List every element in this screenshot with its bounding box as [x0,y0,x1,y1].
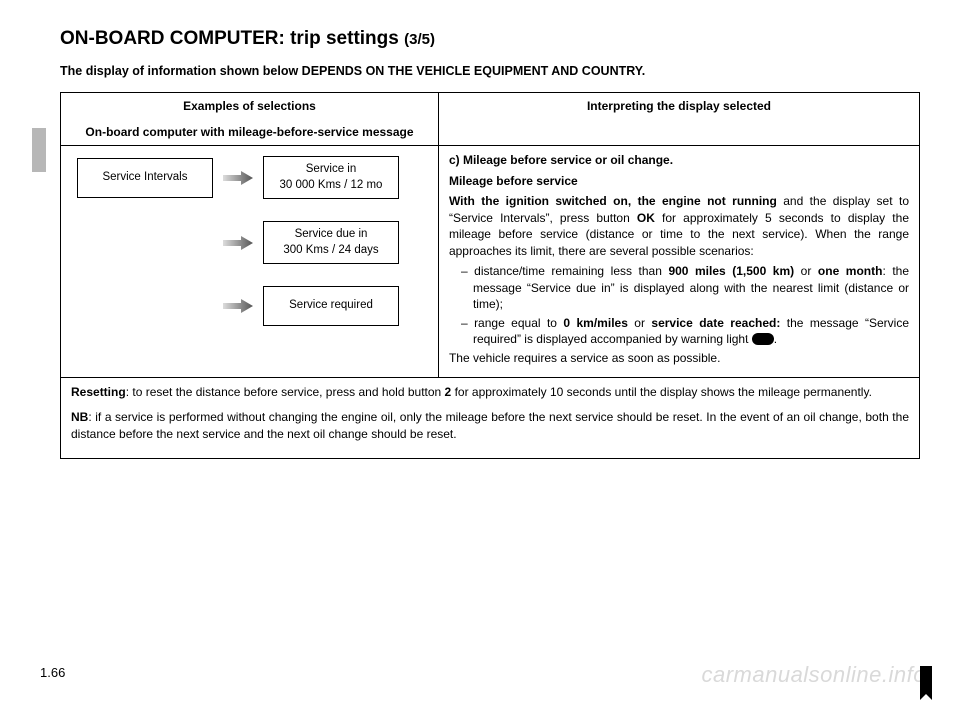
text: : to reset the distance before service, … [126,385,445,399]
text-bold: OK [637,211,655,225]
list-item: range equal to 0 km/miles or service dat… [461,315,909,348]
watermark: carmanualsonline.info [701,662,926,688]
box-service-due-in: Service due in 300 Kms / 24 days [263,221,399,264]
warning-light-icon [752,333,774,345]
interpretation-cell: c) Mileage before service or oil change.… [438,146,919,378]
footer-cell: Resetting: to reset the distance before … [61,377,920,458]
title-main: ON-BOARD COMPUTER: trip settings [60,28,404,49]
text: . [774,332,777,346]
header-onboard: On-board computer with mileage-before-se… [61,119,439,146]
arrow-icon [223,169,253,187]
text: or [628,316,652,330]
text: : if a service is performed without chan… [71,410,909,441]
page-number: 1.66 [40,665,65,680]
box-service-in: Service in 30 000 Kms / 12 mo [263,156,399,199]
box-line: 30 000 Kms / 12 mo [280,178,383,194]
display-examples-cell: Service Intervals Service in 30 000 Kms … [61,146,439,378]
page-title: ON-BOARD COMPUTER: trip settings (3/5) [60,28,920,50]
content-table: Examples of selections Interpreting the … [60,92,920,459]
text-bold: one month [818,264,883,278]
box-line: 300 Kms / 24 days [283,243,378,259]
text: or [794,264,818,278]
display-row-3: Service required [77,286,422,326]
box-service-required: Service required [263,286,399,326]
bookmark-icon [920,666,932,694]
body-paragraph: The vehicle requires a service as soon a… [449,350,909,367]
text-bold: service date reached: [651,316,780,330]
title-page-indicator: (3/5) [404,31,435,48]
page-subtitle: The display of information shown below D… [60,64,920,78]
arrow-icon [223,297,253,315]
header-examples: Examples of selections [61,93,439,120]
text-bold: NB [71,410,88,424]
box-line: Service in [306,162,357,178]
header-interpreting: Interpreting the display selected [438,93,919,146]
scenario-list: distance/time remaining less than 900 mi… [449,263,909,348]
section-heading: c) Mileage before service or oil change. [449,152,909,169]
arrow-icon [223,234,253,252]
body-paragraph: With the ignition switched on, the engin… [449,193,909,259]
box-line: Service due in [295,227,368,243]
reset-paragraph: Resetting: to reset the distance before … [71,384,909,401]
text-bold: Resetting [71,385,126,399]
list-item: distance/time remaining less than 900 mi… [461,263,909,313]
text: distance/time remaining less than [474,264,668,278]
display-row-1: Service Intervals Service in 30 000 Kms … [77,156,422,199]
box-service-intervals: Service Intervals [77,158,213,198]
text-bold: 0 km/miles [563,316,627,330]
text-bold: With the ignition switched on, the engin… [449,194,777,208]
display-row-2: Service due in 300 Kms / 24 days [77,221,422,264]
text: range equal to [474,316,563,330]
section-subheading: Mileage before service [449,173,909,190]
margin-bar [32,128,46,172]
text: for approximately 10 seconds until the d… [451,385,872,399]
nb-paragraph: NB: if a service is performed without ch… [71,409,909,444]
text-bold: 900 miles (1,500 km) [668,264,794,278]
